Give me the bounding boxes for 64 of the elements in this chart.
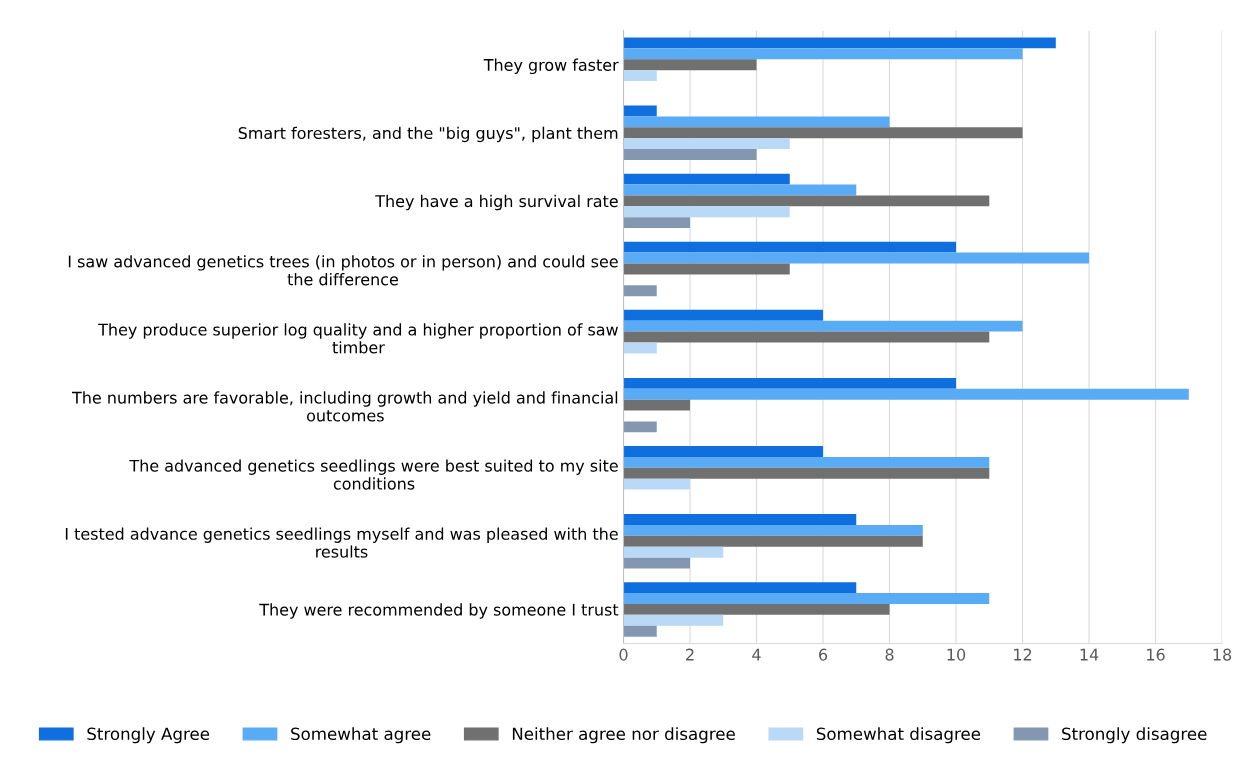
bar bbox=[623, 195, 990, 207]
x-tick-label: 0 bbox=[619, 648, 628, 661]
bar bbox=[623, 252, 1090, 264]
bar bbox=[623, 546, 724, 558]
bar bbox=[623, 149, 757, 161]
y-tick-label: They were recommended by someone I trust bbox=[259, 603, 619, 619]
legend-label: Strongly Agree bbox=[87, 727, 210, 744]
bar bbox=[623, 514, 857, 525]
y-tick-label: The advanced genetics seedlings were best suited to my site conditions bbox=[129, 459, 618, 490]
bar bbox=[623, 206, 790, 218]
legend-label: Neither agree nor disagree bbox=[512, 727, 735, 744]
bar bbox=[623, 557, 691, 569]
x-tick-label: 12 bbox=[1014, 648, 1032, 661]
x-tick-label: 4 bbox=[752, 648, 761, 661]
bar bbox=[623, 603, 890, 615]
legend-label: Somewhat agree bbox=[291, 727, 431, 744]
bar bbox=[623, 138, 790, 150]
bar bbox=[623, 105, 657, 117]
bar bbox=[623, 535, 923, 547]
bar bbox=[623, 593, 990, 604]
x-tick-label: 6 bbox=[819, 648, 828, 661]
bar bbox=[623, 70, 657, 82]
bar bbox=[623, 342, 657, 354]
bar bbox=[623, 127, 1023, 139]
bar bbox=[623, 173, 790, 185]
bar bbox=[623, 241, 957, 253]
bar bbox=[623, 614, 724, 626]
bar bbox=[623, 467, 990, 479]
bar bbox=[623, 184, 857, 196]
bar bbox=[623, 116, 890, 128]
bar bbox=[623, 59, 757, 71]
bar bbox=[623, 399, 691, 411]
x-tick-label: 8 bbox=[885, 648, 894, 661]
bar bbox=[623, 320, 1023, 332]
bar bbox=[623, 625, 657, 637]
bar bbox=[623, 331, 990, 343]
y-tick-label: They produce superior log quality and a higher proportion of saw timber bbox=[98, 323, 618, 354]
y-tick-label: They grow faster bbox=[483, 58, 619, 75]
y-tick-label: I tested advance genetics seedlings myself and was pleased with the results bbox=[65, 527, 618, 558]
bar bbox=[623, 285, 657, 297]
bar bbox=[623, 309, 824, 321]
bar bbox=[623, 388, 1189, 400]
bar bbox=[623, 217, 691, 229]
legend-label: Strongly disagree bbox=[1062, 727, 1207, 744]
y-tick-label: They have a high survival rate bbox=[375, 194, 618, 211]
bar bbox=[623, 582, 857, 594]
bar bbox=[623, 456, 990, 468]
bar bbox=[623, 37, 1056, 49]
bar bbox=[623, 445, 824, 457]
y-tick-label: I saw advanced genetics trees (in photos or in person) and could see the difference bbox=[68, 255, 618, 286]
x-tick-label: 14 bbox=[1080, 648, 1099, 661]
x-tick-label: 2 bbox=[686, 648, 694, 661]
bar bbox=[623, 421, 657, 433]
bar bbox=[623, 478, 691, 490]
bar bbox=[623, 524, 923, 536]
legend-label: Somewhat disagree bbox=[816, 727, 981, 744]
y-tick-label: Smart foresters, and the "big guys", plant them bbox=[238, 126, 618, 143]
bar bbox=[623, 377, 957, 389]
y-tick-label: The numbers are favorable, including growth and yield and financial outcomes bbox=[72, 391, 618, 422]
bar bbox=[623, 263, 790, 275]
x-tick-label: 18 bbox=[1213, 648, 1232, 661]
x-tick-label: 10 bbox=[947, 648, 966, 661]
x-tick-label: 16 bbox=[1147, 648, 1165, 661]
bar bbox=[623, 48, 1023, 60]
